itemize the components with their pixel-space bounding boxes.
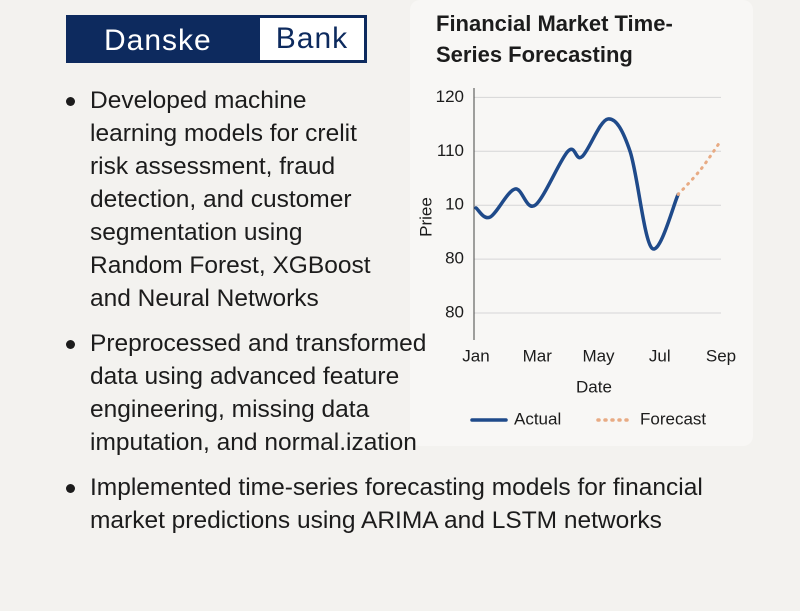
logo-right: Bank xyxy=(260,18,364,60)
x-tick-label: Mar xyxy=(523,346,553,365)
legend-label: Forecast xyxy=(640,409,706,428)
y-tick-label: 80 xyxy=(445,303,464,322)
series-line xyxy=(474,117,680,251)
bullet: Developed machine learning models for cr… xyxy=(62,84,400,315)
y-tick-label: 120 xyxy=(436,87,464,106)
x-tick-label: May xyxy=(582,346,615,365)
bullet: Preprocessed and transformed data using … xyxy=(62,327,450,459)
y-tick-label: 110 xyxy=(437,141,464,160)
bullet-list: Developed machine learning models for cr… xyxy=(62,84,750,549)
x-axis-label: Date xyxy=(576,377,612,396)
x-tick-label: Sep xyxy=(706,346,736,365)
x-tick-label: Jan xyxy=(462,346,489,365)
x-tick-label: Jul xyxy=(649,346,671,365)
bullet: Implemented time-series forecasting mode… xyxy=(62,471,750,537)
chart-card xyxy=(410,0,753,446)
legend-label: Actual xyxy=(514,409,561,428)
logo: Danske Bank xyxy=(66,15,367,63)
y-axis-label: Priee xyxy=(416,197,435,237)
logo-left: Danske xyxy=(104,24,212,57)
series-line xyxy=(676,139,723,196)
chart-title: Financial Market Time-Series Forecasting xyxy=(436,11,673,67)
y-tick-label: 10 xyxy=(445,195,464,214)
y-tick-label: 80 xyxy=(445,249,464,268)
